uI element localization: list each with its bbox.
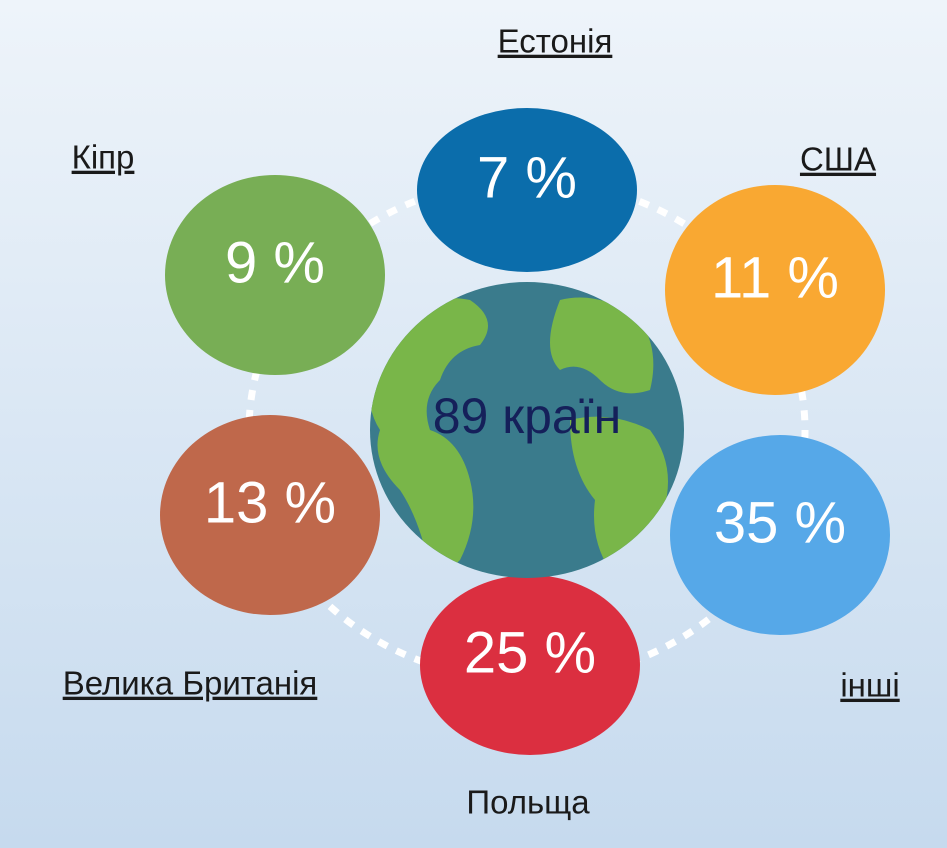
node-circle xyxy=(165,175,385,375)
node-label: інші xyxy=(840,667,899,704)
node-label: Естонія xyxy=(498,23,613,60)
node-circle xyxy=(670,435,890,635)
node-label: США xyxy=(800,141,876,178)
globe: 89 країн xyxy=(370,282,684,578)
node-value: 13 % xyxy=(204,470,336,535)
node-value: 35 % xyxy=(714,490,846,555)
node-circle xyxy=(417,108,637,272)
node-value: 25 % xyxy=(464,620,596,685)
center-label: 89 країн xyxy=(433,388,622,444)
node-value: 11 % xyxy=(711,245,839,310)
node-circle xyxy=(420,575,640,755)
node-value: 7 % xyxy=(477,145,577,210)
node-value: 9 % xyxy=(225,230,325,295)
node-circle xyxy=(160,415,380,615)
node-circle xyxy=(665,185,885,395)
node-label: Польща xyxy=(466,784,590,821)
nodes: 7 % Естонія 11 % США 35 % інші 25 % Польща 13 % В… xyxy=(63,23,900,821)
node-label: Велика Британія xyxy=(63,665,318,702)
node-label: Кіпр xyxy=(72,139,135,176)
